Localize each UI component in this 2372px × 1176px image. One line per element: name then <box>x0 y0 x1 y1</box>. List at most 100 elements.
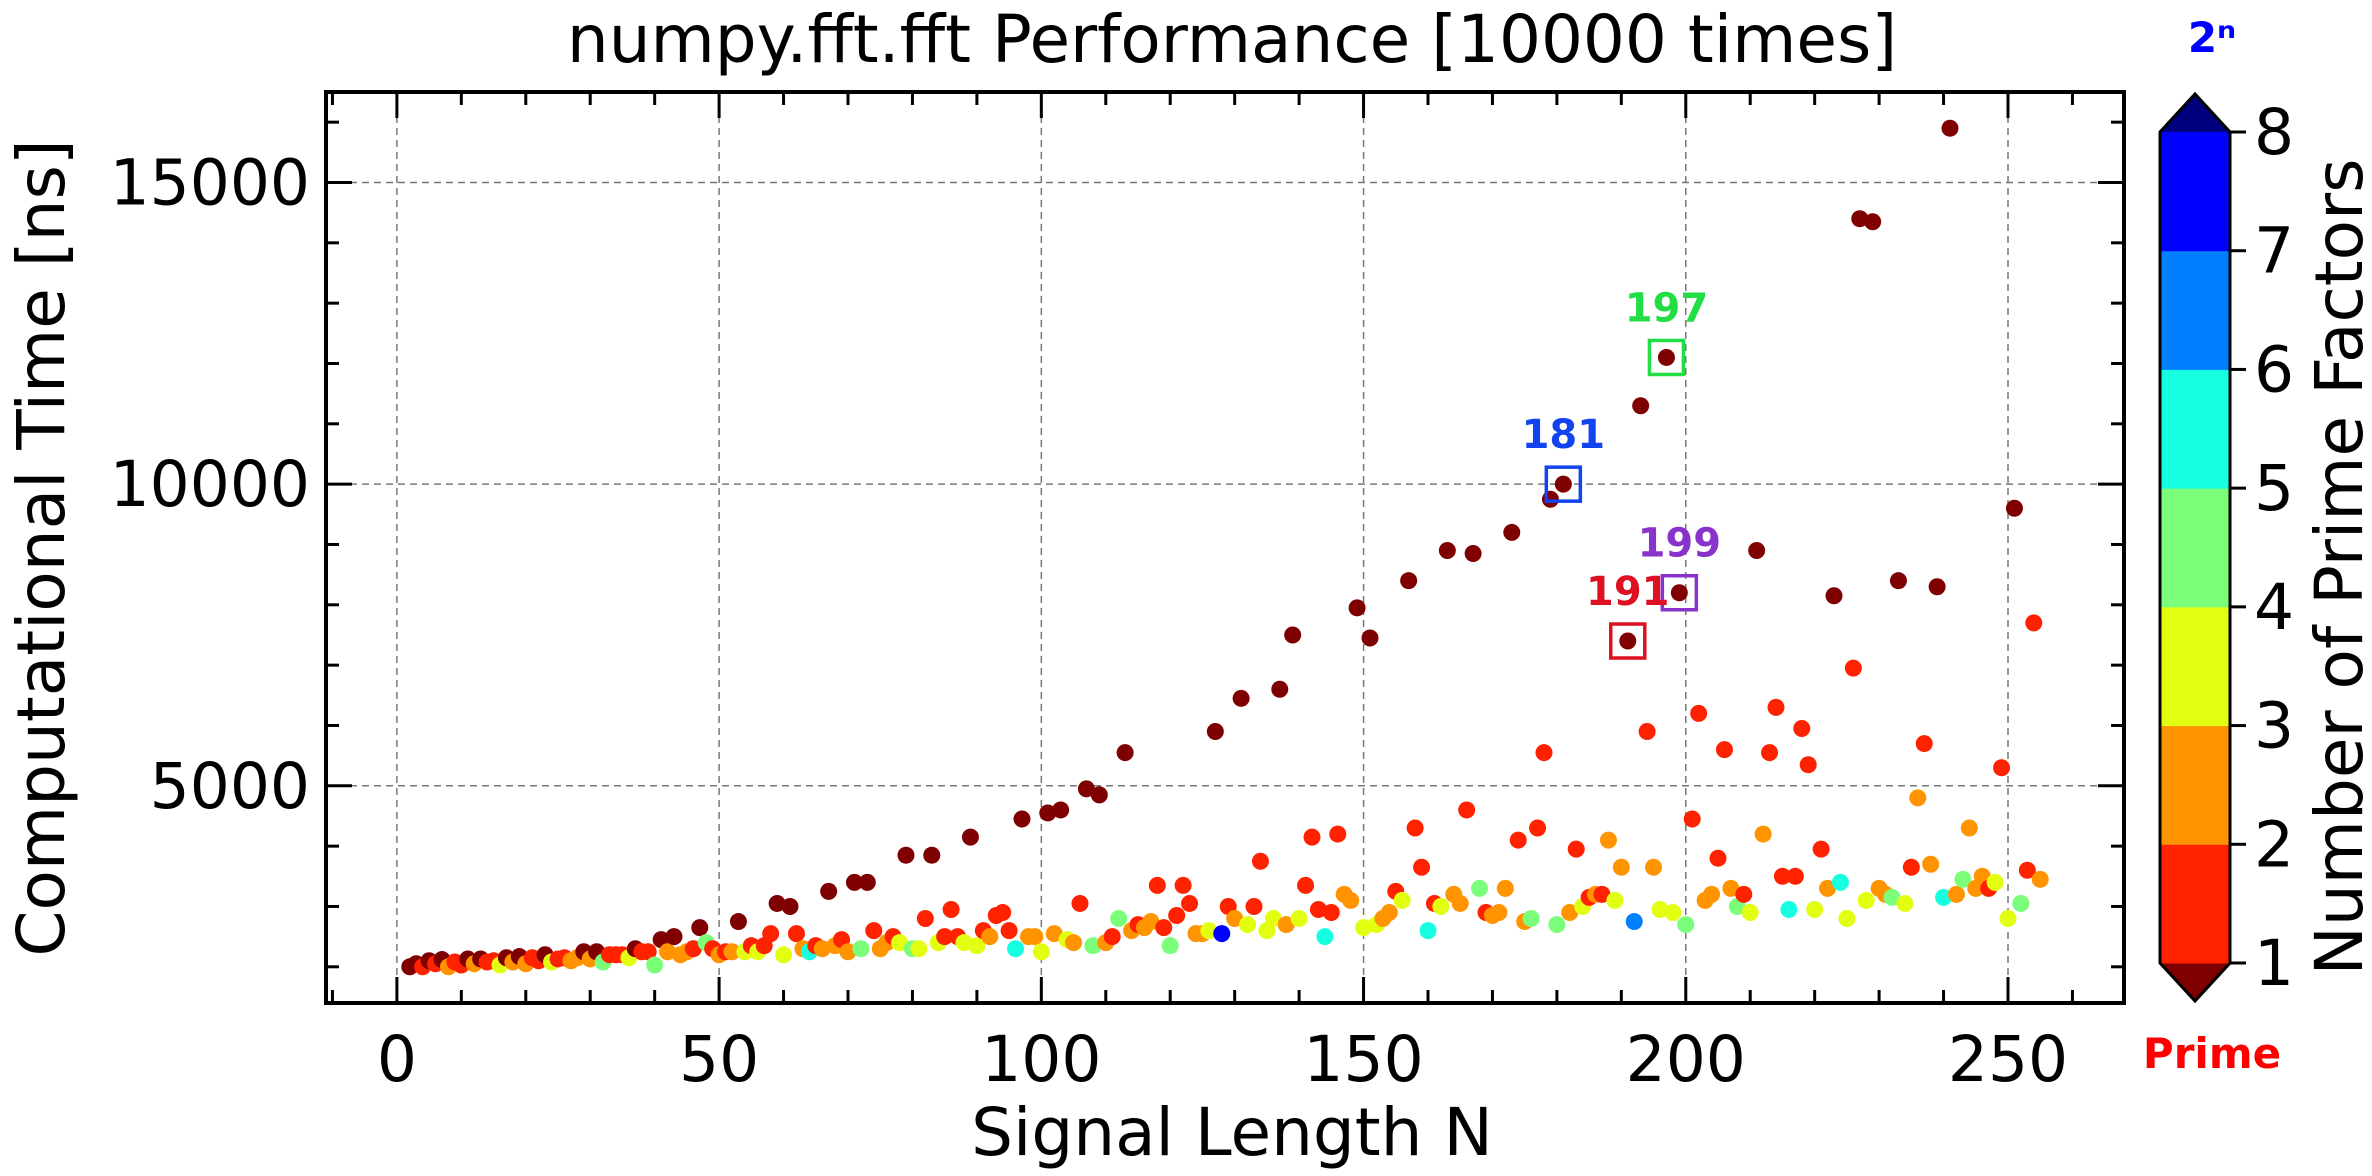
colorbar-extend-bottom <box>2160 963 2230 1001</box>
data-point <box>1535 744 1553 762</box>
data-point <box>768 894 786 912</box>
data-point <box>1960 819 1978 837</box>
annotation-label: 191 <box>1586 569 1670 615</box>
data-point <box>2018 861 2036 879</box>
x-tick-label: 50 <box>679 1023 759 1096</box>
colorbar-segment <box>2160 725 2230 845</box>
data-point <box>1380 904 1398 922</box>
data-point <box>1471 879 1489 897</box>
colorbar-tick-label: 6 <box>2254 333 2294 406</box>
data-point <box>813 940 831 958</box>
data-point <box>1780 900 1798 918</box>
data-point <box>1799 756 1817 774</box>
data-point <box>1632 397 1650 415</box>
colorbar-segment <box>2160 488 2230 608</box>
data-point <box>1915 735 1933 753</box>
data-point <box>1264 910 1282 928</box>
data-point <box>839 943 857 961</box>
data-point <box>1245 897 1263 915</box>
data-point <box>1683 810 1701 828</box>
data-point <box>1355 919 1373 937</box>
x-axis-label: Signal Length N <box>971 1094 1493 1171</box>
colorbar-bottom-label: Prime <box>2143 1029 2281 1078</box>
data-point <box>1290 910 1308 928</box>
data-point <box>1825 587 1843 605</box>
data-point <box>1026 928 1044 946</box>
data-point <box>1065 934 1083 952</box>
data-point <box>1406 819 1424 837</box>
data-point <box>1767 698 1785 716</box>
data-point <box>981 928 999 946</box>
colorbar-tick-label: 8 <box>2254 96 2294 169</box>
data-point <box>1200 922 1218 940</box>
data-point <box>1593 885 1611 903</box>
data-point <box>1857 891 1875 909</box>
x-tick-label: 200 <box>1626 1023 1746 1096</box>
axis-ticks <box>326 92 2124 1003</box>
data-point <box>787 925 805 943</box>
colorbar-tick-label: 1 <box>2254 927 2294 1000</box>
data-point <box>1851 210 1869 228</box>
data-point <box>1206 723 1224 741</box>
data-point <box>897 846 915 864</box>
data-point <box>1297 876 1315 894</box>
data-point <box>961 828 979 846</box>
data-point <box>775 946 793 964</box>
data-point <box>1116 744 1134 762</box>
plot-frame <box>324 90 2126 1005</box>
data-point <box>1348 599 1366 617</box>
scatter-points <box>401 119 2049 976</box>
data-point <box>1625 913 1643 931</box>
data-point <box>1077 780 1095 798</box>
data-point <box>762 925 780 943</box>
data-point <box>1490 904 1508 922</box>
data-point <box>1909 789 1927 807</box>
data-point <box>1928 578 1946 596</box>
y-axis-label: Computational Time [ns] <box>3 139 80 956</box>
data-point <box>1155 919 1173 937</box>
data-point <box>1844 659 1862 677</box>
data-point <box>1703 885 1721 903</box>
data-point <box>1754 825 1772 843</box>
data-point <box>1831 873 1849 891</box>
data-point <box>1715 741 1733 759</box>
data-point <box>1722 879 1740 897</box>
data-point <box>1638 723 1656 741</box>
data-point <box>852 940 870 958</box>
data-point <box>1496 879 1514 897</box>
annotation-box <box>1609 622 1647 660</box>
data-point <box>1947 885 1965 903</box>
colorbar-tick-label: 7 <box>2254 215 2294 288</box>
data-point <box>1612 858 1630 876</box>
colorbar-extend-top <box>2160 94 2230 132</box>
data-point <box>1812 840 1830 858</box>
data-point <box>936 928 954 946</box>
data-point <box>1761 744 1779 762</box>
data-point <box>1889 572 1907 590</box>
data-point <box>646 956 664 974</box>
data-point <box>1503 523 1521 541</box>
data-point <box>1883 888 1901 906</box>
data-point <box>891 934 909 952</box>
data-point <box>942 900 960 918</box>
colorbar-tick-label: 3 <box>2254 690 2294 763</box>
data-point <box>1464 545 1482 563</box>
data-point <box>1045 925 1063 943</box>
annotation-label: 197 <box>1625 285 1709 331</box>
data-point <box>1432 897 1450 915</box>
data-point <box>1451 894 1469 912</box>
colorbar-segment <box>2160 369 2230 489</box>
data-point <box>691 919 709 937</box>
data-point <box>1277 916 1295 934</box>
data-point <box>858 873 876 891</box>
data-point <box>1174 876 1192 894</box>
colorbar-segment <box>2160 844 2230 964</box>
data-point <box>729 913 747 931</box>
data-point <box>1090 786 1108 804</box>
data-point <box>1664 904 1682 922</box>
colorbar-tick-label: 4 <box>2254 571 2294 644</box>
data-point <box>1148 876 1166 894</box>
y-tick-labels: 5000 10000 15000 <box>110 146 310 822</box>
grid <box>326 92 2124 1003</box>
